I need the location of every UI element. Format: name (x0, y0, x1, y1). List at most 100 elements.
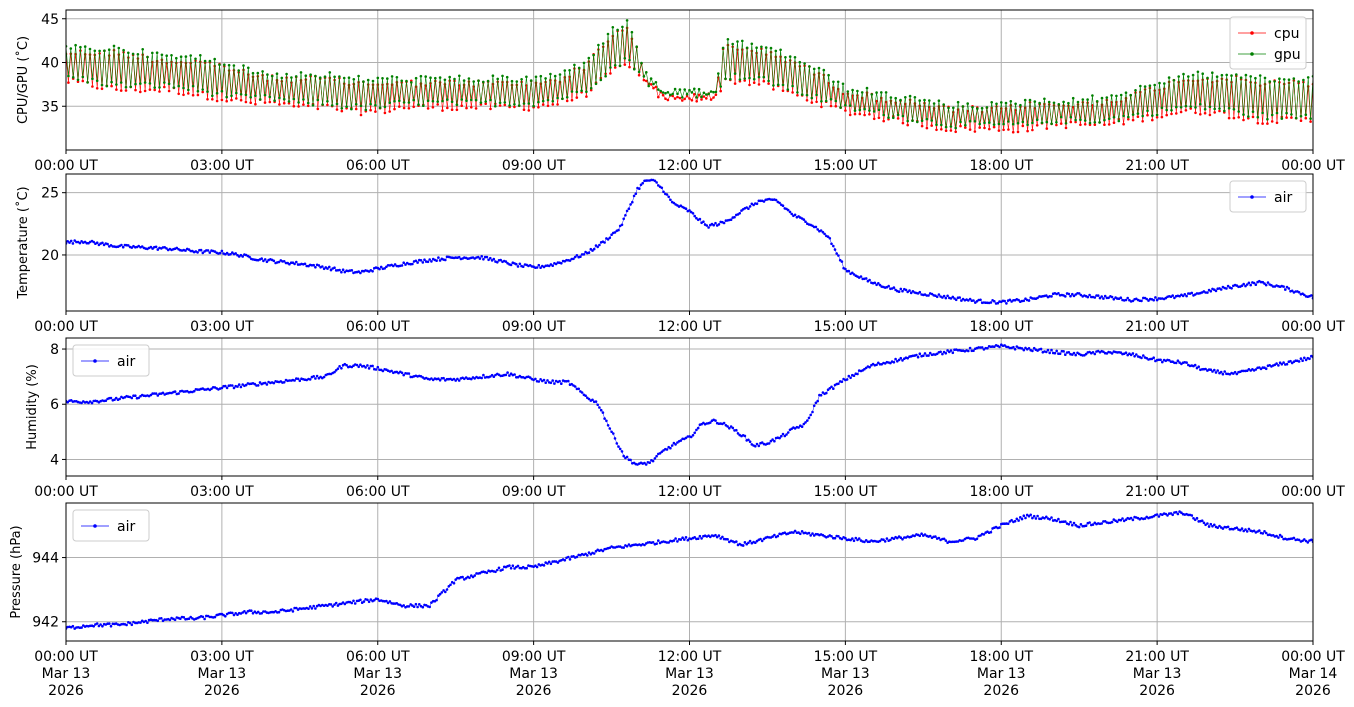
data-point-air (771, 438, 774, 441)
data-point-air (1190, 514, 1194, 517)
data-point-air (1209, 522, 1213, 526)
data-point-air (497, 566, 501, 570)
data-point-gpu (585, 90, 588, 93)
data-point-air (993, 300, 996, 303)
data-point-air (686, 538, 690, 542)
data-point-air (639, 183, 643, 187)
data-point-air (960, 299, 963, 302)
data-point-gpu (1069, 115, 1073, 119)
data-point-air (587, 397, 591, 401)
data-point-air (613, 231, 617, 234)
data-point-air (509, 567, 513, 570)
data-point-air (826, 235, 830, 238)
data-point-cpu (1194, 111, 1197, 115)
data-point-air (651, 459, 655, 463)
data-point-cpu (628, 65, 631, 69)
data-point-air (1216, 526, 1219, 529)
data-point-air (331, 605, 335, 608)
data-point-gpu (1206, 76, 1209, 80)
data-point-air (804, 220, 807, 223)
data-point-gpu (129, 85, 132, 89)
data-point-gpu (191, 84, 195, 88)
data-point-gpu (971, 106, 974, 109)
data-point-air (1266, 281, 1270, 284)
data-point-gpu (630, 30, 634, 34)
data-point-cpu (1213, 111, 1216, 114)
data-point-air (923, 533, 927, 536)
data-point-air (778, 201, 781, 205)
data-point-gpu (1100, 96, 1104, 100)
data-point-air (397, 371, 400, 375)
data-point-gpu (215, 91, 219, 95)
data-point-air (338, 365, 341, 368)
data-point-gpu (1112, 115, 1116, 119)
data-point-air (851, 537, 854, 540)
data-point-air (442, 376, 445, 380)
data-point-air (1285, 362, 1289, 366)
data-point-air (968, 346, 972, 350)
data-point-gpu (1256, 115, 1260, 119)
data-point-air (1193, 363, 1197, 367)
data-point-cpu (959, 124, 962, 128)
data-point-cpu (1242, 118, 1245, 122)
data-point-air (667, 541, 670, 544)
data-point-air (1183, 293, 1187, 296)
data-point-air (414, 259, 418, 263)
data-point-air (954, 298, 958, 302)
data-point-air (1098, 296, 1102, 300)
data-point-gpu (412, 98, 416, 102)
data-point-cpu (652, 86, 655, 90)
data-point-air (882, 538, 885, 541)
data-point-air (1145, 297, 1148, 301)
data-point-gpu (494, 104, 497, 108)
data-point-air (852, 374, 856, 378)
legend: air (72, 509, 150, 542)
data-point-air (814, 401, 818, 405)
data-point-air (357, 365, 361, 369)
data-point-gpu (812, 67, 816, 71)
data-point-air (568, 259, 572, 262)
data-point-gpu (407, 101, 411, 104)
data-point-air (1261, 532, 1265, 535)
data-point-gpu (875, 91, 878, 94)
data-point-air (463, 377, 466, 381)
data-point-air (951, 295, 955, 299)
data-point-air (428, 605, 432, 609)
data-point-air (1102, 350, 1105, 354)
data-point-air (1240, 527, 1244, 530)
data-point-cpu (841, 92, 845, 96)
data-point-gpu (378, 106, 382, 110)
data-point-air (580, 253, 584, 256)
data-point-air (1242, 369, 1245, 373)
x-tick-label: 00:00 UT (1281, 319, 1345, 335)
data-point-cpu (695, 100, 698, 103)
data-point-air (1310, 538, 1313, 542)
data-point-air (1252, 529, 1256, 533)
data-point-cpu (743, 79, 746, 82)
data-point-gpu (832, 80, 835, 84)
data-point-air (755, 202, 759, 206)
data-point-gpu (338, 75, 341, 78)
data-point-air (989, 530, 993, 534)
data-point-cpu (117, 53, 121, 56)
data-point-gpu (541, 99, 545, 103)
data-point-gpu (1047, 100, 1051, 104)
data-point-cpu (625, 26, 629, 30)
data-point-cpu (196, 93, 200, 97)
data-point-air (444, 590, 447, 594)
data-point-air (542, 378, 546, 382)
data-point-cpu (182, 93, 185, 97)
data-point-air (913, 534, 916, 538)
data-point-gpu (258, 98, 262, 101)
data-point-cpu (184, 61, 188, 65)
data-point-air (499, 258, 503, 262)
data-point-gpu (366, 78, 370, 82)
data-point-cpu (671, 94, 674, 98)
data-point-air (1211, 370, 1214, 373)
data-point-air (610, 430, 613, 434)
data-point-air (605, 419, 608, 423)
data-point-air (1008, 298, 1012, 302)
data-point-air (618, 447, 622, 451)
data-point-air (1242, 282, 1245, 286)
data-point-gpu (362, 80, 365, 83)
